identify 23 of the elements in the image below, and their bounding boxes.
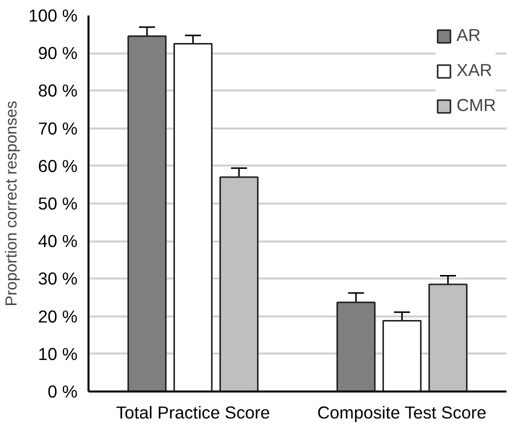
y-tick-label: 100 % <box>28 6 78 26</box>
legend-label: CMR <box>456 95 496 116</box>
x-tick-label: Composite Test Score <box>317 402 486 422</box>
bar <box>127 35 167 392</box>
y-tick-label: 20 % <box>38 306 78 326</box>
legend-label: XAR <box>456 60 492 81</box>
y-tick-label: 50 % <box>38 194 78 214</box>
y-tick-label: 70 % <box>38 118 78 138</box>
y-tick-label: 40 % <box>38 231 78 252</box>
y-tick-label: 90 % <box>38 43 78 64</box>
y-tick-label: 60 % <box>38 156 78 176</box>
y-tick-label: 80 % <box>38 80 78 101</box>
y-tick-label: 10 % <box>38 344 78 364</box>
bar <box>173 42 213 392</box>
bar <box>219 176 259 392</box>
bar <box>428 284 468 392</box>
x-tick-label: Total Practice Score <box>116 402 270 422</box>
bar <box>336 302 376 392</box>
y-axis-title: Proportion correct responses <box>3 100 20 306</box>
y-tick-label: 0 % <box>48 382 78 402</box>
y-tick-label: 30 % <box>38 268 78 289</box>
legend-label: AR <box>456 25 481 46</box>
bar <box>382 320 422 392</box>
